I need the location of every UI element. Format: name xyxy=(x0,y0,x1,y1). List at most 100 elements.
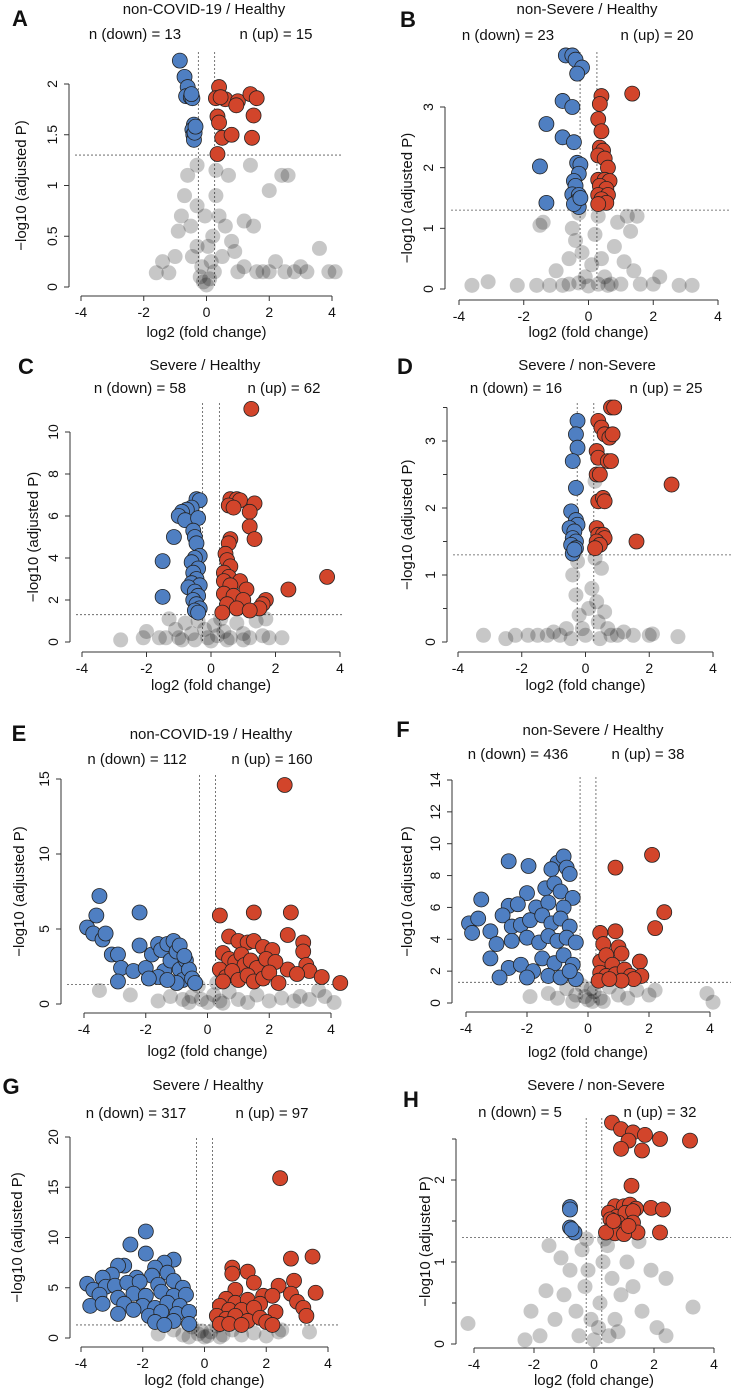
point-up xyxy=(228,97,245,114)
y-tick-label: 10 xyxy=(36,846,52,862)
point-down xyxy=(137,1223,154,1240)
point-not-significant xyxy=(601,1328,617,1344)
point-not-significant xyxy=(200,995,215,1010)
n-down-label: n (down) = 112 xyxy=(87,751,186,768)
point-not-significant xyxy=(189,157,205,173)
point-down xyxy=(122,1236,139,1253)
point-not-significant xyxy=(214,249,230,265)
point-not-significant xyxy=(317,989,333,1004)
point-not-significant xyxy=(625,627,641,643)
point-not-significant xyxy=(187,632,203,648)
x-axis-label: log2 (fold change) xyxy=(525,677,645,694)
point-not-significant xyxy=(641,987,657,1003)
point-down xyxy=(159,972,176,988)
point-up xyxy=(607,923,624,940)
panel-title: Severe / non-Severe xyxy=(527,1077,665,1094)
y-tick-label: 1 xyxy=(422,571,438,579)
point-not-significant xyxy=(219,632,235,648)
point-up xyxy=(603,453,619,470)
point-not-significant xyxy=(604,1270,620,1286)
y-tick-label: 12 xyxy=(427,804,443,820)
point-not-significant xyxy=(517,1332,533,1348)
y-tick-label: 1.5 xyxy=(44,125,60,145)
point-not-significant xyxy=(561,276,577,292)
point-up xyxy=(637,1127,653,1143)
point-down xyxy=(562,1201,578,1218)
point-not-significant xyxy=(161,611,177,627)
point-not-significant xyxy=(609,627,625,643)
point-up xyxy=(596,493,613,510)
y-tick-label: 6 xyxy=(427,903,443,911)
point-up xyxy=(591,466,608,483)
point-not-significant xyxy=(122,987,138,1003)
point-up xyxy=(228,600,245,617)
y-tick-label: 10 xyxy=(427,836,443,852)
point-up xyxy=(605,1213,622,1229)
panel-h: H Severe / non-Severe n (down) = 5 n (up) =… xyxy=(403,1077,731,1389)
point-down xyxy=(568,479,584,496)
point-down xyxy=(540,894,557,911)
n-up-label: n (up) = 20 xyxy=(621,27,694,44)
y-axis-label: −log10 (adjusted P) xyxy=(399,459,416,590)
point-not-significant xyxy=(586,1332,602,1348)
n-up-label: n (up) = 15 xyxy=(240,26,313,43)
point-not-significant xyxy=(249,987,265,1003)
y-axis-label: −log10 (adjusted P) xyxy=(399,826,416,957)
point-not-significant xyxy=(541,1238,557,1254)
point-not-significant xyxy=(174,632,190,648)
point-down xyxy=(137,1245,154,1262)
panel-title: non-COVID-19 / Healthy xyxy=(130,726,293,743)
point-not-significant xyxy=(227,243,243,259)
x-tick-label: 2 xyxy=(272,660,280,676)
point-not-significant xyxy=(183,218,199,234)
point-not-significant xyxy=(581,278,596,294)
point-not-significant xyxy=(619,208,635,224)
point-not-significant xyxy=(626,263,642,279)
point-up xyxy=(246,531,263,547)
point-down xyxy=(567,934,584,951)
point-not-significant xyxy=(206,264,222,280)
point-not-significant xyxy=(217,218,233,234)
point-not-significant xyxy=(632,276,648,292)
point-up xyxy=(607,859,624,876)
point-not-significant xyxy=(568,587,584,603)
panel-letter: C xyxy=(18,354,34,379)
point-not-significant xyxy=(197,208,213,224)
x-tick-label: 4 xyxy=(327,1021,335,1037)
point-not-significant xyxy=(229,615,245,631)
x-tick-label: 0 xyxy=(584,1020,592,1036)
point-not-significant xyxy=(577,269,593,285)
panel-g: G Severe / Healthy n (down) = 317 n (up) = … xyxy=(2,1074,340,1389)
point-not-significant xyxy=(610,1324,626,1340)
y-tick-label: 0.5 xyxy=(44,226,60,246)
point-not-significant xyxy=(268,254,284,270)
x-tick-label: -4 xyxy=(453,308,466,324)
point-not-significant xyxy=(568,232,584,248)
x-axis-label: log2 (fold change) xyxy=(146,324,266,341)
x-tick-label: -2 xyxy=(138,304,151,320)
point-down xyxy=(482,950,499,967)
x-tick-label: -4 xyxy=(75,1355,88,1371)
point-down xyxy=(482,923,499,940)
n-up-label: n (up) = 160 xyxy=(231,751,312,768)
x-tick-label: -4 xyxy=(452,660,465,676)
point-up xyxy=(634,1142,650,1159)
point-not-significant xyxy=(206,987,222,1003)
point-down xyxy=(494,907,511,924)
point-up xyxy=(613,1140,629,1157)
y-tick-label: 10 xyxy=(45,424,61,440)
point-not-significant xyxy=(600,277,616,293)
point-up xyxy=(319,569,336,585)
point-not-significant xyxy=(161,265,177,281)
point-not-significant xyxy=(574,621,590,637)
point-not-significant xyxy=(658,1328,674,1344)
point-not-significant xyxy=(565,567,581,583)
point-not-significant xyxy=(530,627,546,643)
x-tick-label: 4 xyxy=(710,1356,718,1372)
point-up xyxy=(652,1224,668,1241)
point-down xyxy=(561,866,578,882)
point-not-significant xyxy=(321,264,337,280)
y-axis-label: −log10 (adjusted P) xyxy=(417,1176,434,1307)
point-up xyxy=(270,975,287,991)
